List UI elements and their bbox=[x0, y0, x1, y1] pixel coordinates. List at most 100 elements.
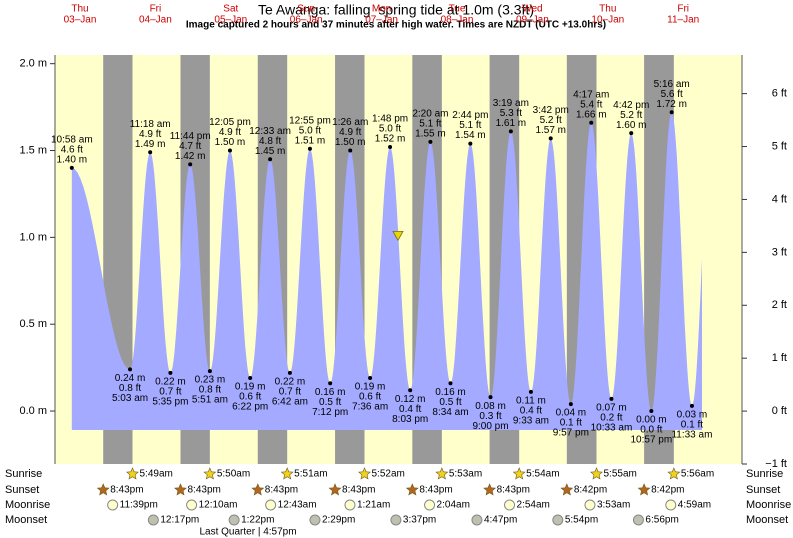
tide-ft: 0.3 ft bbox=[479, 411, 501, 422]
tide-time: 3:42 pm bbox=[533, 105, 569, 116]
event-time: 5:54am bbox=[526, 469, 559, 480]
tide-time: 12:33 am bbox=[249, 126, 291, 137]
tide-time: 3:19 am bbox=[493, 98, 529, 109]
tide-ft: 0.7 ft bbox=[159, 386, 181, 397]
event-time: 2:04am bbox=[437, 500, 470, 511]
tide-ft: 0.6 ft bbox=[359, 392, 381, 403]
row-label-right: Sunset bbox=[746, 484, 780, 496]
sunrise-icon bbox=[435, 467, 449, 480]
sunrise-icon bbox=[512, 467, 526, 480]
tide-time: 9:57 pm bbox=[553, 428, 589, 439]
tide-m: 1.52 m bbox=[375, 134, 406, 145]
row-label-right: Sunrise bbox=[746, 468, 783, 480]
tide-point bbox=[268, 157, 273, 162]
y2-tick-label: 3 ft bbox=[772, 246, 787, 258]
tide-ft: 5.6 ft bbox=[661, 89, 683, 100]
moonrise-icon bbox=[265, 499, 277, 511]
event-time: 5:50am bbox=[217, 469, 250, 480]
tide-ft: 0.4 ft bbox=[520, 406, 542, 417]
tide-point bbox=[188, 162, 193, 167]
sunset-icon bbox=[560, 483, 574, 496]
tide-m: 0.11 m bbox=[516, 396, 546, 407]
event-time: 8:43pm bbox=[497, 485, 530, 496]
tide-point bbox=[609, 396, 614, 401]
day-date: 07–Jan bbox=[365, 15, 398, 26]
event-time: 8:43pm bbox=[419, 485, 452, 496]
tide-ft: 0.5 ft bbox=[439, 397, 461, 408]
day-name: Sat bbox=[223, 4, 238, 15]
tide-ft: 5.0 ft bbox=[379, 124, 401, 135]
day-name: Fri bbox=[677, 4, 689, 15]
moonset-icon bbox=[632, 514, 644, 526]
moonrise-icon bbox=[107, 499, 119, 511]
day-date: 03–Jan bbox=[64, 15, 97, 26]
tide-point bbox=[348, 148, 353, 153]
y-tick-label: 1.0 m bbox=[19, 231, 47, 243]
event-time: 5:55am bbox=[604, 469, 637, 480]
tide-time: 5:51 am bbox=[192, 395, 228, 406]
moonset-icon bbox=[147, 514, 159, 526]
moonrise-icon bbox=[584, 499, 596, 511]
tide-ft: 0.1 ft bbox=[681, 419, 703, 430]
sunset-icon bbox=[483, 483, 497, 496]
tide-time: 12:05 pm bbox=[209, 117, 251, 128]
tide-m: 0.12 m bbox=[395, 394, 426, 405]
tide-point bbox=[307, 146, 312, 151]
tide-ft: 5.4 ft bbox=[580, 99, 602, 110]
day-name: Wed bbox=[522, 4, 542, 15]
tide-ft: 5.0 ft bbox=[299, 125, 321, 136]
tide-time: 9:33 am bbox=[513, 416, 549, 427]
sunrise-icon bbox=[126, 467, 139, 480]
sunset-icon bbox=[251, 483, 265, 496]
event-time: 4:47pm bbox=[484, 515, 517, 526]
row-label: Moonset bbox=[5, 514, 47, 526]
tide-point bbox=[669, 110, 674, 115]
tide-point bbox=[248, 376, 253, 381]
tide-point bbox=[168, 370, 173, 375]
day-date: 04–Jan bbox=[139, 15, 172, 26]
day-name: Fri bbox=[150, 4, 162, 15]
event-time: 3:53am bbox=[597, 500, 630, 511]
tide-m: 0.07 m bbox=[596, 403, 627, 414]
event-time: 5:54pm bbox=[565, 515, 598, 526]
tide-ft: 0.0 ft bbox=[640, 425, 662, 436]
y2-tick-label: 1 ft bbox=[772, 352, 787, 364]
tide-time: 8:03 pm bbox=[392, 414, 428, 425]
tide-point bbox=[589, 120, 594, 125]
row-label-right: Moonrise bbox=[746, 499, 791, 511]
tide-m: 0.24 m bbox=[115, 373, 146, 384]
day-date: 05–Jan bbox=[214, 15, 247, 26]
tide-ft: 4.6 ft bbox=[61, 145, 83, 156]
sunrise-icon bbox=[203, 467, 217, 480]
tide-ft: 5.1 ft bbox=[459, 120, 481, 131]
moonset-icon bbox=[390, 514, 402, 526]
tide-ft: 5.2 ft bbox=[620, 110, 642, 121]
tide-m: 0.19 m bbox=[355, 382, 386, 393]
tide-point bbox=[488, 395, 493, 400]
row-label-right: Moonset bbox=[746, 514, 788, 526]
day-date: 06–Jan bbox=[290, 15, 323, 26]
tide-point bbox=[428, 139, 433, 144]
event-time: 8:43pm bbox=[187, 485, 220, 496]
chart-title: Te Awanga: falling spring tide at 1.0m (… bbox=[258, 2, 534, 18]
tide-point bbox=[328, 381, 333, 386]
tide-point bbox=[649, 409, 654, 414]
event-time: 8:43pm bbox=[342, 485, 375, 496]
tide-point bbox=[128, 367, 133, 372]
event-time: 12:17pm bbox=[160, 515, 199, 526]
tide-time: 12:55 pm bbox=[289, 115, 331, 126]
tide-ft: 4.7 ft bbox=[179, 141, 201, 152]
tide-m: 1.60 m bbox=[616, 120, 647, 131]
moon-phase: Last Quarter | 4:57pm bbox=[199, 527, 296, 538]
day-date: 10–Jan bbox=[591, 15, 624, 26]
tide-point bbox=[568, 402, 573, 407]
event-time: 2:29pm bbox=[322, 515, 355, 526]
y2-tick-label: 4 ft bbox=[772, 193, 787, 205]
tide-m: 0.16 m bbox=[315, 387, 346, 398]
event-time: 5:52am bbox=[372, 469, 405, 480]
tide-m: 0.19 m bbox=[235, 382, 266, 393]
y-tick-label: 2.0 m bbox=[19, 58, 47, 70]
tide-m: 1.42 m bbox=[175, 151, 206, 162]
tide-time: 11:33 am bbox=[671, 429, 712, 440]
tide-point bbox=[468, 141, 473, 146]
